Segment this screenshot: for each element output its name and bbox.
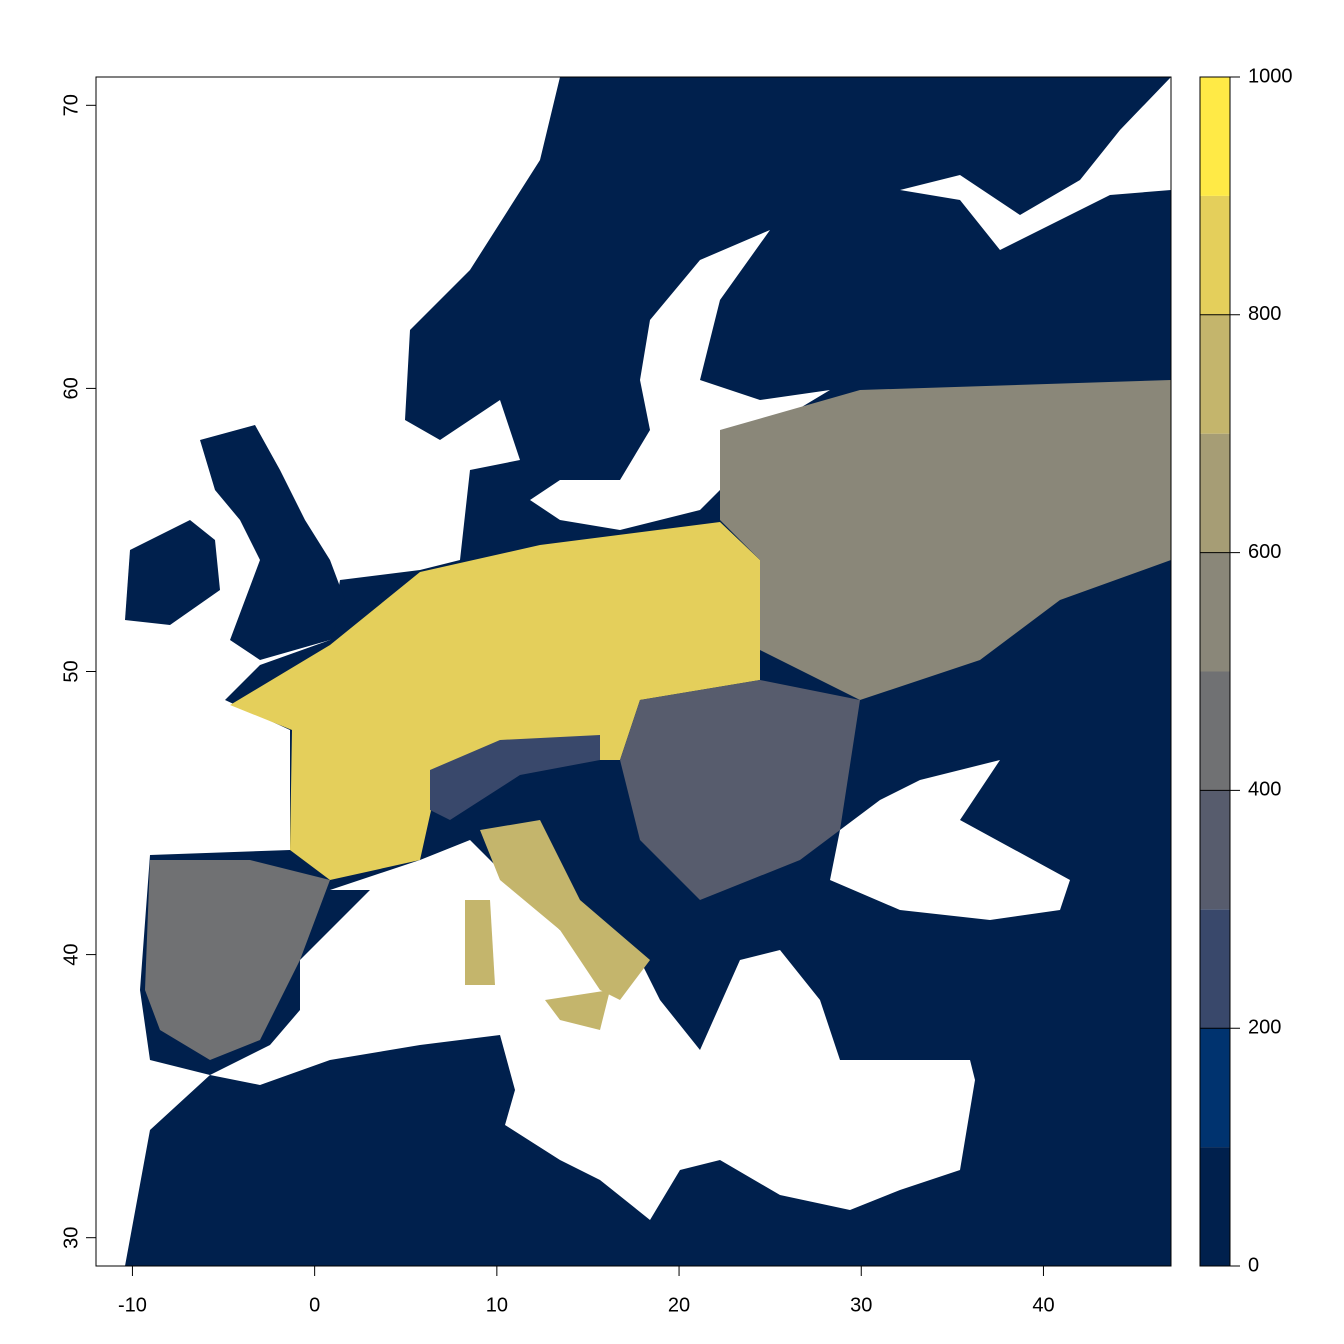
land-mid	[720, 380, 1171, 700]
land-high	[230, 522, 760, 880]
island	[125, 520, 220, 625]
colorbar-bin	[1200, 552, 1230, 672]
island	[465, 900, 495, 985]
sea	[210, 840, 975, 1220]
y-tick-label: 30	[60, 1227, 82, 1249]
x-tick-label: -10	[118, 1294, 147, 1316]
colorbar-tick-label: 400	[1248, 779, 1281, 801]
map	[96, 77, 1171, 1266]
colorbar-tick-label: 0	[1248, 1254, 1259, 1276]
colorbar-bin	[1200, 1028, 1230, 1148]
colorbar-bin	[1200, 790, 1230, 910]
island	[480, 820, 650, 1000]
x-tick-label: 30	[850, 1294, 872, 1316]
land-low	[145, 860, 330, 1060]
island	[200, 425, 345, 660]
y-tick-label: 40	[60, 943, 82, 965]
land-low	[620, 680, 860, 900]
sea	[830, 760, 1070, 920]
colorbar-tick-label: 600	[1248, 541, 1281, 563]
colorbar-tick-label: 200	[1248, 1016, 1281, 1038]
y-tick-label: 50	[60, 660, 82, 682]
colorbar-bin	[1200, 671, 1230, 791]
y-tick-label: 60	[60, 377, 82, 399]
island	[545, 990, 610, 1030]
colorbar-bin	[1200, 433, 1230, 553]
colorbar-tick-label: 800	[1248, 303, 1281, 325]
colorbar-bin	[1200, 909, 1230, 1029]
colorbar-bin	[1200, 77, 1230, 196]
sea	[96, 77, 560, 1266]
colorbar-bin	[1200, 195, 1230, 315]
colorbar-bin	[1200, 314, 1230, 434]
x-tick-label: 0	[309, 1294, 320, 1316]
sea	[530, 230, 830, 530]
colorbar-tick-label: 1000	[1248, 65, 1293, 87]
x-tick-label: 40	[1032, 1294, 1054, 1316]
colorbar-bin	[1200, 1147, 1230, 1266]
x-tick-label: 20	[668, 1294, 690, 1316]
land-alps	[430, 735, 600, 820]
y-tick-label: 70	[60, 94, 82, 116]
x-tick-label: 10	[486, 1294, 508, 1316]
sea	[900, 77, 1171, 250]
